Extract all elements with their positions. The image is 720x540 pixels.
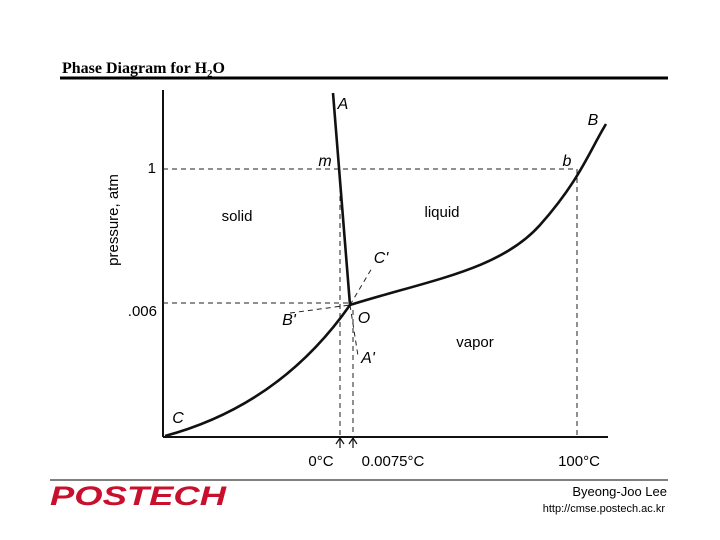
phase-diagram: pressure, atm 1 .006 0°C 0.0075°C 100°C … (105, 90, 608, 470)
point-label: B' (282, 312, 297, 329)
melting-curve (331, 92, 352, 306)
point-label: m (318, 153, 331, 170)
dashed-guide (163, 168, 578, 437)
arrow (335, 436, 358, 448)
y-label: .006 (128, 303, 157, 320)
sublimation-curve (164, 304, 352, 438)
metastable-extension (289, 267, 373, 357)
point-label: C' (374, 250, 390, 267)
point-label: A (337, 96, 349, 113)
author: Byeong-Joo Lee (572, 484, 667, 499)
x-label: 0°C (308, 453, 333, 470)
y-label: 1 (148, 160, 156, 177)
point-label: A' (360, 350, 376, 367)
point-label: O (358, 310, 370, 327)
url: http://cmse.postech.ac.kr (543, 503, 666, 515)
region-label: solid (222, 208, 253, 225)
vaporization-curve (349, 123, 608, 307)
point-label: B (588, 112, 599, 129)
logo: POSTECH (50, 481, 227, 511)
region-label: vapor (456, 334, 494, 351)
point-label: C (172, 410, 184, 427)
y-axis-label: pressure, atm (105, 174, 122, 266)
x-label: 0.0075°C (362, 453, 425, 470)
title: Phase Diagram for H2O (62, 60, 225, 80)
region-label: liquid (424, 204, 459, 221)
x-label: 100°C (558, 453, 600, 470)
point-label: b (563, 153, 572, 170)
dashed-guide (339, 169, 354, 437)
